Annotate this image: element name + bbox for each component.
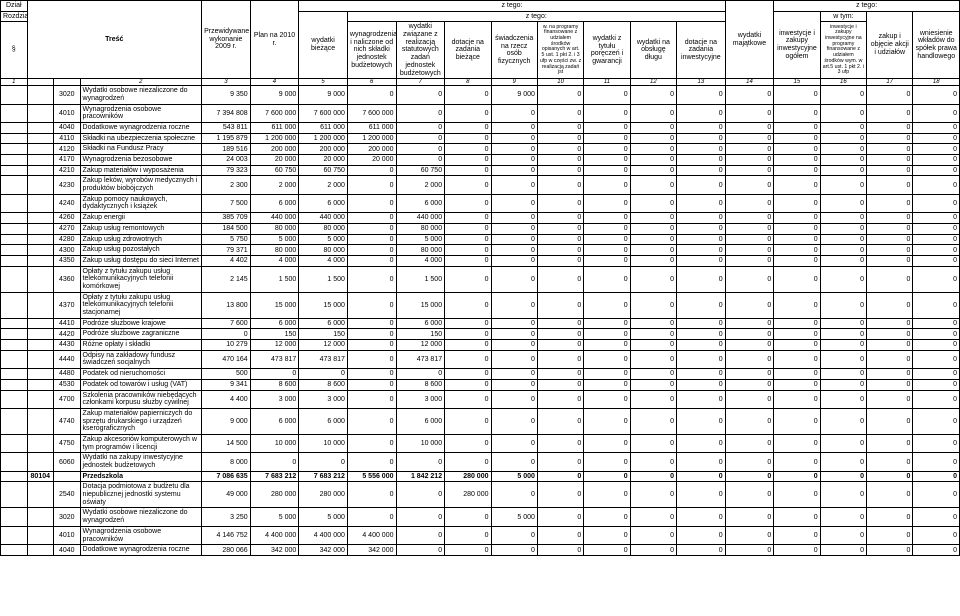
table-row: 4350Zakup usług dostępu do sieci Interne… [1, 255, 960, 266]
table-row: 4170Wynagrodzenia bezosobowe24 00320 000… [1, 155, 960, 166]
table-row: 4240Zakup pomocy naukowych, dydaktycznyc… [1, 194, 960, 212]
table-row: 4270Zakup usług remontowych184 50080 000… [1, 223, 960, 234]
table-row: 2540Dotacja podmiotowa z budżetu dla nie… [1, 482, 960, 508]
table-body: 1234567891011121314151617183020Wydatki o… [1, 79, 960, 556]
table-row: 4010Wynagrodzenia osobowe pracowników7 3… [1, 104, 960, 122]
table-row: 4300Zakup usług pozostałych79 37180 0008… [1, 245, 960, 256]
table-row: 4040Dodatkowe wynagrodzenia roczne280 06… [1, 545, 960, 556]
table-row: 4700Szkolenia pracowników niebędących cz… [1, 390, 960, 408]
table-row: 4280Zakup usług zdrowotnych5 7505 0005 0… [1, 234, 960, 245]
table-row: 4110Składki na ubezpieczenia społeczne1 … [1, 133, 960, 144]
table-row: 4370Opłaty z tytułu zakupu usług telekom… [1, 292, 960, 318]
table-row: 4210Zakup materiałów i wyposażenia79 323… [1, 165, 960, 176]
table-row: 4440Odpisy na zakładowy fundusz świadcze… [1, 350, 960, 368]
table-row: 4420Podróże służbowe zagraniczne01501500… [1, 329, 960, 340]
table-row: 80104Przedszkola7 086 6357 683 2127 683 … [1, 471, 960, 482]
table-row: 4260Zakup energii385 709440 000440 00004… [1, 213, 960, 224]
table-row: 4360Opłaty z tytułu zakupu usług telekom… [1, 266, 960, 292]
table-row: 4750Zakup akcesoriów komputerowych w tym… [1, 434, 960, 452]
table-row: 4430Różne opłaty i składki10 27912 00012… [1, 340, 960, 351]
table-row: 3020Wydatki osobowe niezaliczone do wyna… [1, 86, 960, 104]
table-row: 4410Podróże służbowe krajowe7 6006 0006 … [1, 318, 960, 329]
table-row: 4120Składki na Fundusz Pracy189 516200 0… [1, 144, 960, 155]
table-row: 4480Podatek od nieruchomości500000000000… [1, 369, 960, 380]
budget-table: DziałTreśćPrzewidywane wykonanie 2009 r.… [0, 0, 960, 556]
table-row: 4740Zakup materiałów papierniczych do sp… [1, 408, 960, 434]
table-row: 4040Dodatkowe wynagrodzenia roczne543 81… [1, 122, 960, 133]
table-row: 4230Zakup leków, wyrobów medycznych i pr… [1, 176, 960, 194]
table-header: DziałTreśćPrzewidywane wykonanie 2009 r.… [1, 1, 960, 79]
table-row: 3020Wydatki osobowe niezaliczone do wyna… [1, 508, 960, 526]
table-row: 6060Wydatki na zakupy inwestycyjne jedno… [1, 453, 960, 471]
table-row: 4010Wynagrodzenia osobowe pracowników4 1… [1, 526, 960, 544]
table-row: 4530Podatek od towarów i usług (VAT)9 34… [1, 379, 960, 390]
